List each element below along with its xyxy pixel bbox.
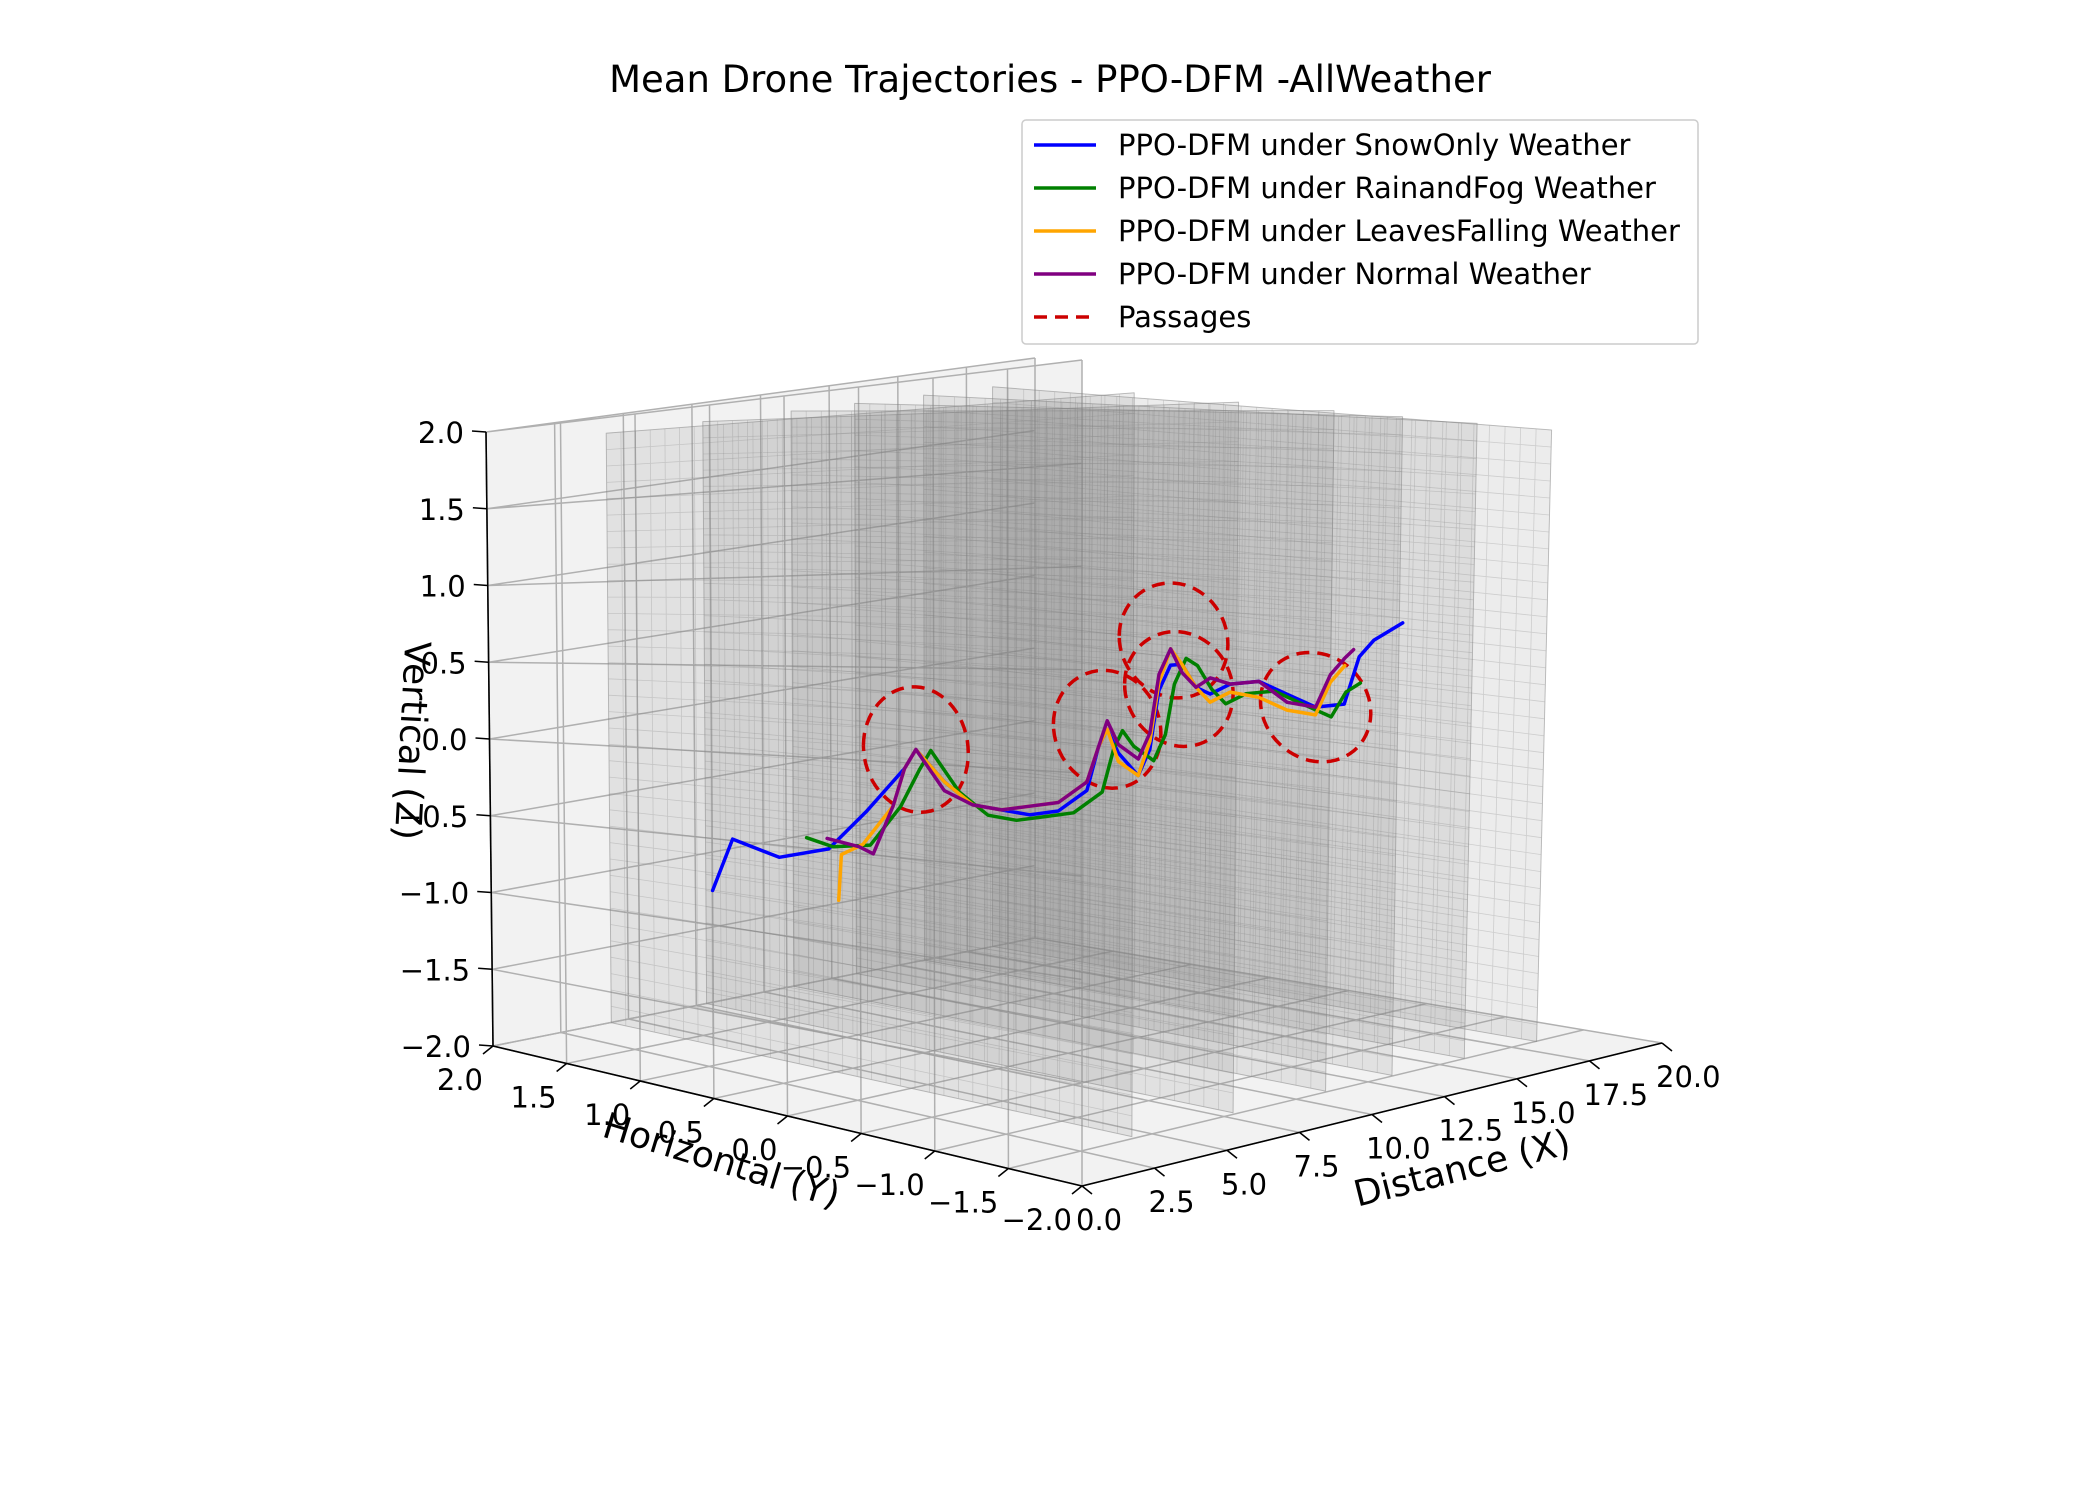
x-tick-label: 0.0 xyxy=(1076,1203,1122,1237)
y-tick-label: 1.0 xyxy=(584,1098,630,1132)
y-tick-label: −0.5 xyxy=(781,1151,851,1185)
passage-circle xyxy=(861,685,971,815)
passage-walls xyxy=(605,386,1553,1138)
passage-wall xyxy=(923,394,1478,1059)
legend-entry: PPO-DFM under RainandFog Weather xyxy=(1118,171,1656,205)
trajectory-lines xyxy=(710,621,1405,903)
x-tick-mark xyxy=(1299,1131,1310,1141)
y-tick-mark xyxy=(997,1167,1009,1178)
x-tick-label: 7.5 xyxy=(1294,1149,1340,1183)
y-tick-mark xyxy=(1071,1185,1083,1195)
passage-circle xyxy=(1117,581,1230,700)
wall-mesh xyxy=(923,394,1478,1059)
y-tick-mark xyxy=(850,1132,862,1143)
wall-mesh xyxy=(790,410,1335,1092)
z-tick-mark xyxy=(472,507,487,510)
x-tick-label: 2.5 xyxy=(1149,1185,1195,1219)
z-tick-mark xyxy=(475,737,490,740)
y-tick-label: −1.0 xyxy=(854,1168,924,1202)
wall-face xyxy=(923,394,1478,1059)
z-tick-label: −0.5 xyxy=(398,800,468,834)
z-tick-label: 0.0 xyxy=(421,723,467,757)
passage-circle xyxy=(1051,668,1163,790)
legend-frame xyxy=(1021,119,1699,345)
y-tick-mark xyxy=(482,1045,494,1055)
z-tick-label: −1.0 xyxy=(399,877,469,911)
x-tick-label: 20.0 xyxy=(1656,1060,1721,1094)
x-tick-mark xyxy=(1371,1113,1383,1124)
wall-face xyxy=(991,386,1553,1043)
x-tick-label: 10.0 xyxy=(1366,1132,1431,1166)
x-tick-mark xyxy=(1226,1149,1238,1159)
y-tick-mark xyxy=(777,1115,788,1125)
passage-wall xyxy=(702,401,1240,1114)
z-tick-mark xyxy=(471,430,487,433)
z-tick-label: −2.0 xyxy=(401,1030,471,1064)
wall-mesh xyxy=(854,403,1403,1076)
z-tick-mark xyxy=(473,583,488,587)
x-tick-mark xyxy=(1444,1096,1455,1106)
wall-face xyxy=(605,392,1135,1138)
x-tick-label: 15.0 xyxy=(1511,1096,1576,1130)
y-tick-label: −1.5 xyxy=(928,1186,998,1220)
wall-mesh xyxy=(605,392,1135,1137)
z-tick-label: 1.0 xyxy=(420,570,466,604)
passage-wall xyxy=(991,386,1553,1043)
y-tick-label: 0.5 xyxy=(658,1116,704,1150)
z-tick-mark xyxy=(478,1044,494,1047)
z-tick-label: 1.5 xyxy=(419,493,465,527)
y-tick-label: −2.0 xyxy=(1002,1203,1072,1237)
x-tick-mark xyxy=(1589,1060,1600,1070)
chart-title: Mean Drone Trajectories - PPO-DFM -AllWe… xyxy=(609,58,1492,101)
y-tick-mark xyxy=(629,1080,641,1090)
x-tick-mark xyxy=(1081,1185,1093,1195)
legend-entry: Passages xyxy=(1118,300,1251,334)
z-tick-label: −1.5 xyxy=(400,953,470,987)
y-tick-mark xyxy=(556,1062,568,1073)
z-tick-mark xyxy=(474,660,489,663)
x-tick-label: 12.5 xyxy=(1439,1114,1504,1148)
x-tick-label: 5.0 xyxy=(1221,1167,1267,1201)
x-tick-mark xyxy=(1154,1167,1165,1177)
y-tick-label: 0.0 xyxy=(731,1133,777,1167)
passage-wall xyxy=(605,392,1135,1138)
trajectory-line xyxy=(825,647,1356,856)
passage-circle xyxy=(1258,650,1373,764)
legend-entry: PPO-DFM under Normal Weather xyxy=(1118,257,1591,291)
y-tick-mark xyxy=(703,1097,715,1108)
wall-face xyxy=(702,401,1240,1114)
legend-entry: PPO-DFM under SnowOnly Weather xyxy=(1118,128,1631,162)
y-tick-label: 1.5 xyxy=(511,1081,557,1115)
legend-entry: PPO-DFM under LeavesFalling Weather xyxy=(1118,214,1680,248)
z-tick-mark xyxy=(478,967,493,970)
x-tick-label: 17.5 xyxy=(1584,1078,1649,1112)
z-tick-mark xyxy=(477,890,492,894)
wall-face xyxy=(790,410,1335,1092)
x-tick-mark xyxy=(1661,1042,1673,1052)
z-tick-label: 2.0 xyxy=(418,416,464,450)
floor-pane xyxy=(493,938,1662,1186)
y-tick-mark xyxy=(924,1150,936,1160)
wall-mesh xyxy=(702,401,1239,1114)
z-tick-mark xyxy=(476,814,491,817)
y-tick-label: 2.0 xyxy=(437,1063,483,1097)
x-tick-mark xyxy=(1516,1078,1528,1088)
tick-labels: 0.0 2.5 5.0 7.5 10.012.515.017.520.0 2.0 1.5 1.… xyxy=(398,416,1721,1237)
passage-wall xyxy=(790,410,1335,1092)
z-tick-label: 0.5 xyxy=(421,646,467,680)
legend: PPO-DFM under SnowOnly Weather PPO-DFM un… xyxy=(1021,119,1699,345)
